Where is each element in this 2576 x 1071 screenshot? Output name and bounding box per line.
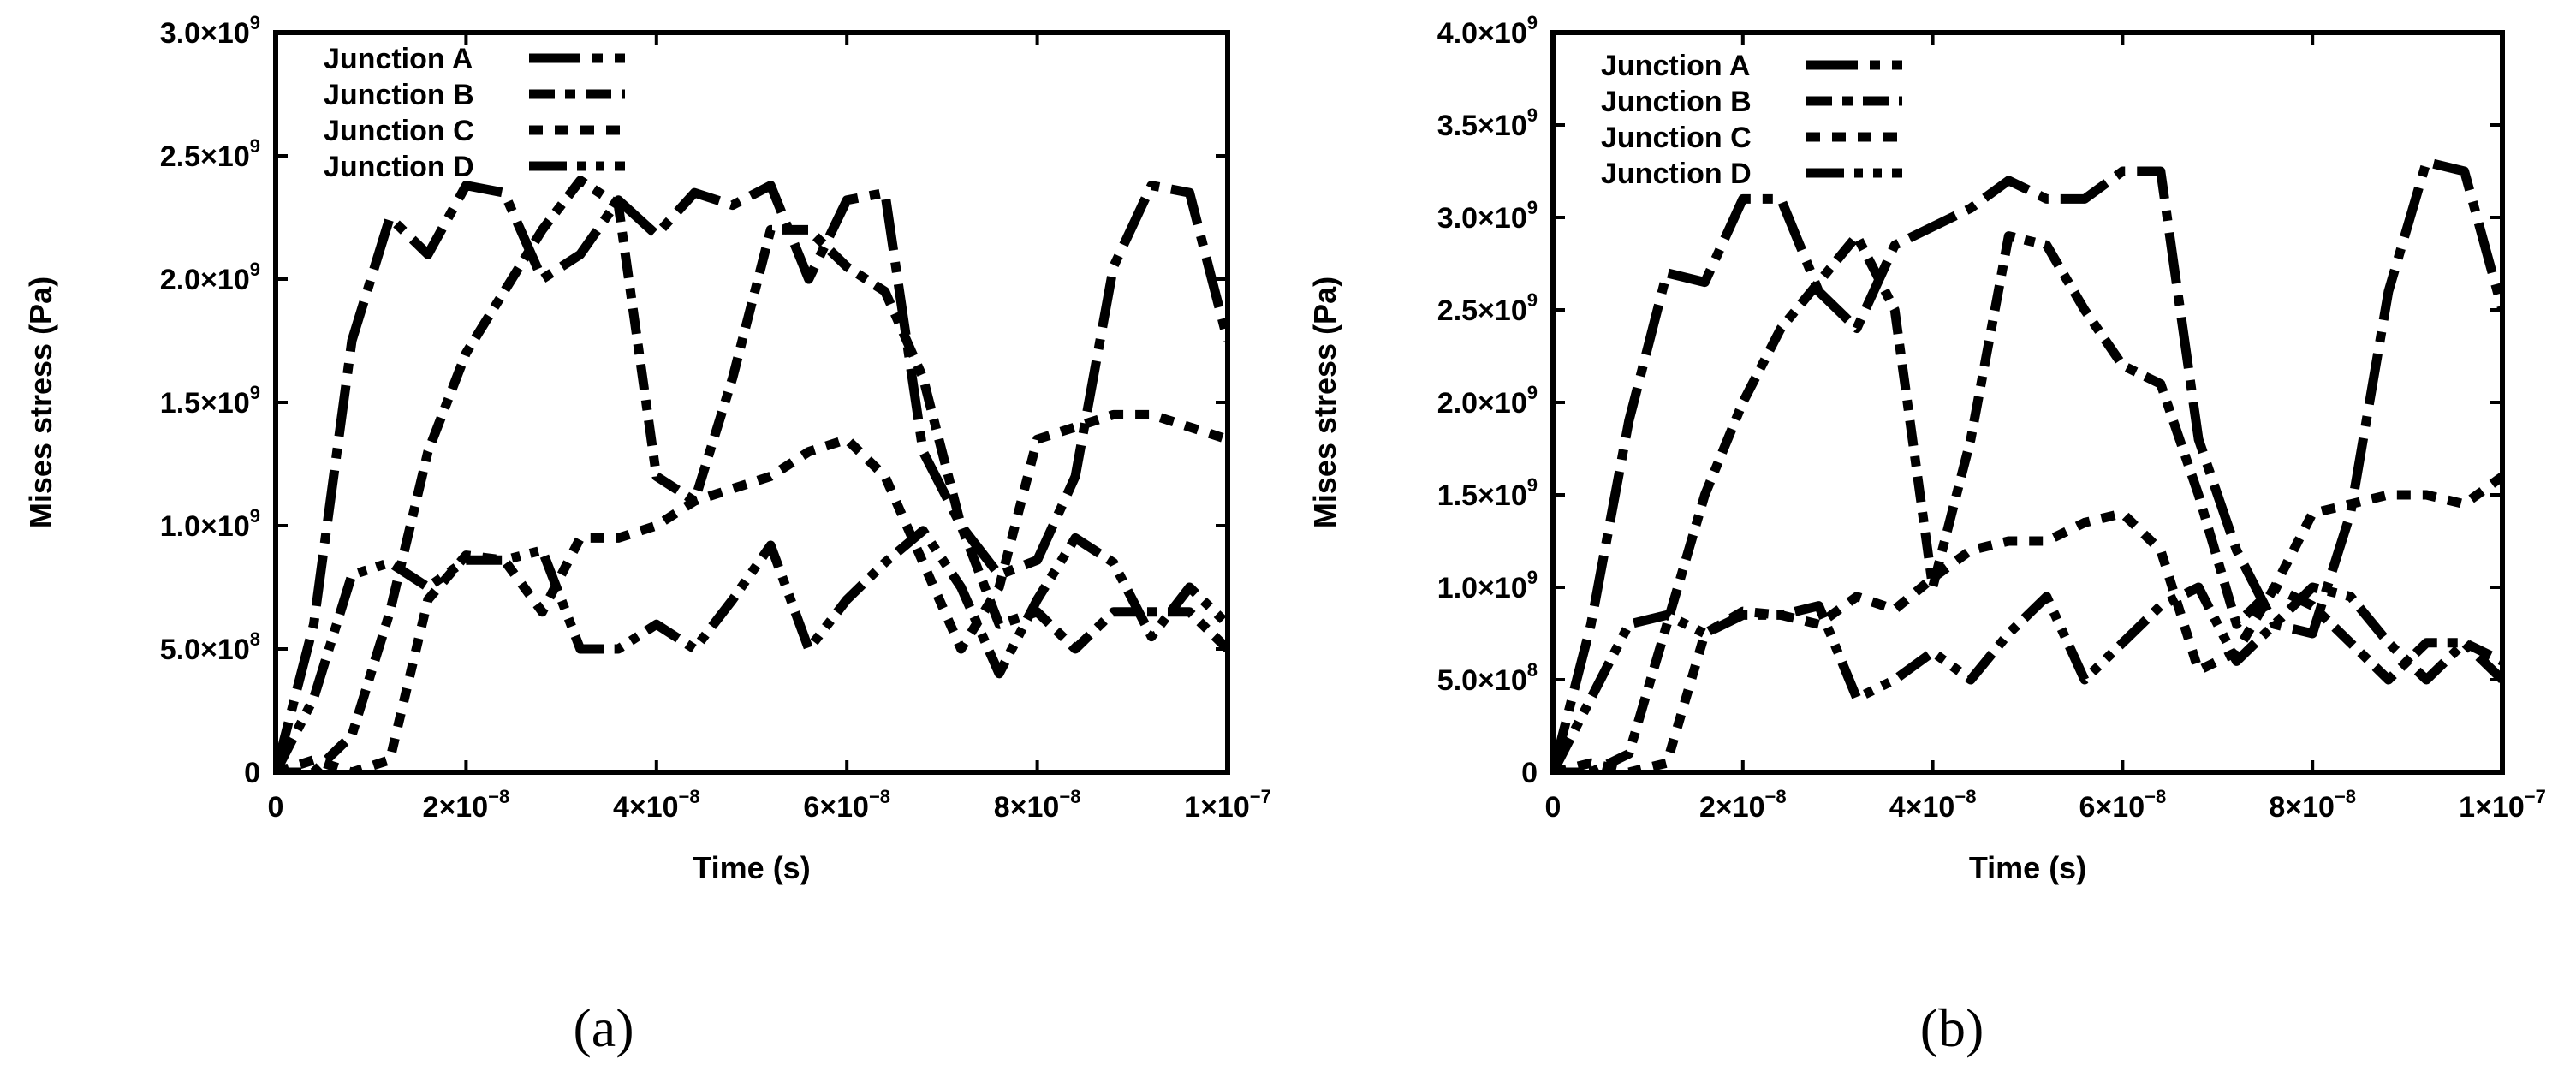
legend: Junction A Junction B Junction C Junction D: [1601, 50, 1902, 190]
x-tick-label: 0: [268, 791, 284, 824]
x-tick-label: 2×10−8: [423, 786, 510, 824]
x-tick-label: 4×10−8: [613, 786, 700, 824]
y-tick-label: 3.5×109: [1437, 104, 1538, 142]
series-line-junction-b: [1553, 231, 2502, 772]
x-axis-label: Time (s): [693, 850, 810, 885]
y-axis-label: Mises stress (Pa): [23, 277, 58, 528]
x-tick-label: 8×10−8: [994, 786, 1081, 824]
y-tick-label: 1.0×109: [1437, 567, 1538, 604]
x-tick-label: 2×10−8: [1699, 786, 1787, 824]
legend-entry-label: Junction C: [324, 115, 474, 147]
series-line-junction-a: [1553, 157, 2502, 772]
y-tick-label: 0: [244, 757, 260, 789]
legend-entry-label: Junction A: [1601, 50, 1750, 82]
chart-panel-a: 0 5.0×108 1.0×109 1.5×109 2.0×109 2.5×109 3.0×…: [23, 12, 1271, 1058]
legend-entry-label: Junction A: [324, 43, 473, 75]
series-line-junction-c: [1553, 472, 2502, 772]
x-tick-label: 1×10−7: [2459, 786, 2546, 824]
y-tick-label: 0: [1521, 757, 1538, 789]
legend: Junction A Junction B Junction C Junction D: [324, 43, 625, 183]
y-tick-label: 1.0×109: [160, 505, 260, 543]
panel-label: (b): [1920, 997, 1984, 1058]
y-tick-label: 3.0×109: [1437, 197, 1538, 235]
x-tick-label: 8×10−8: [2269, 786, 2356, 824]
x-tick-label: 6×10−8: [2079, 786, 2167, 824]
legend-entry-label: Junction D: [1601, 158, 1752, 190]
panel-label: (a): [573, 997, 634, 1058]
y-tick-label: 2.0×109: [1437, 382, 1538, 419]
x-tick-label: 0: [1545, 791, 1562, 824]
series-line-junction-c: [276, 409, 1228, 772]
legend-entry-label: Junction B: [1601, 86, 1752, 118]
y-tick-label: 4.0×109: [1437, 12, 1538, 50]
y-tick-label: 1.5×109: [1437, 474, 1538, 512]
legend-entry-label: Junction D: [324, 151, 474, 183]
y-tick-label: 2.5×109: [160, 135, 260, 173]
y-tick-label: 2.0×109: [160, 259, 260, 296]
y-tick-label: 2.5×109: [1437, 289, 1538, 327]
y-tick-label: 5.0×108: [160, 628, 260, 666]
x-tick-label: 1×10−7: [1184, 786, 1271, 824]
x-axis-label: Time (s): [1969, 850, 2086, 885]
legend-entry-label: Junction B: [324, 79, 474, 111]
x-tick-label: 4×10−8: [1889, 786, 1977, 824]
chart-panel-b: 0 5.0×108 1.0×109 1.5×109 2.0×109 2.5×109 3.0×…: [1307, 12, 2546, 1058]
series-line-junction-d: [1553, 582, 2502, 772]
series-line-junction-b: [276, 176, 1228, 772]
x-tick-label: 6×10−8: [803, 786, 890, 824]
y-tick-label: 5.0×108: [1437, 659, 1538, 697]
y-tick-label: 1.5×109: [160, 382, 260, 419]
y-tick-label: 3.0×109: [160, 12, 260, 50]
series-line-junction-d: [276, 526, 1228, 772]
y-axis-label: Mises stress (Pa): [1307, 277, 1342, 528]
legend-entry-label: Junction C: [1601, 122, 1752, 154]
series-line-junction-a: [276, 181, 1228, 772]
